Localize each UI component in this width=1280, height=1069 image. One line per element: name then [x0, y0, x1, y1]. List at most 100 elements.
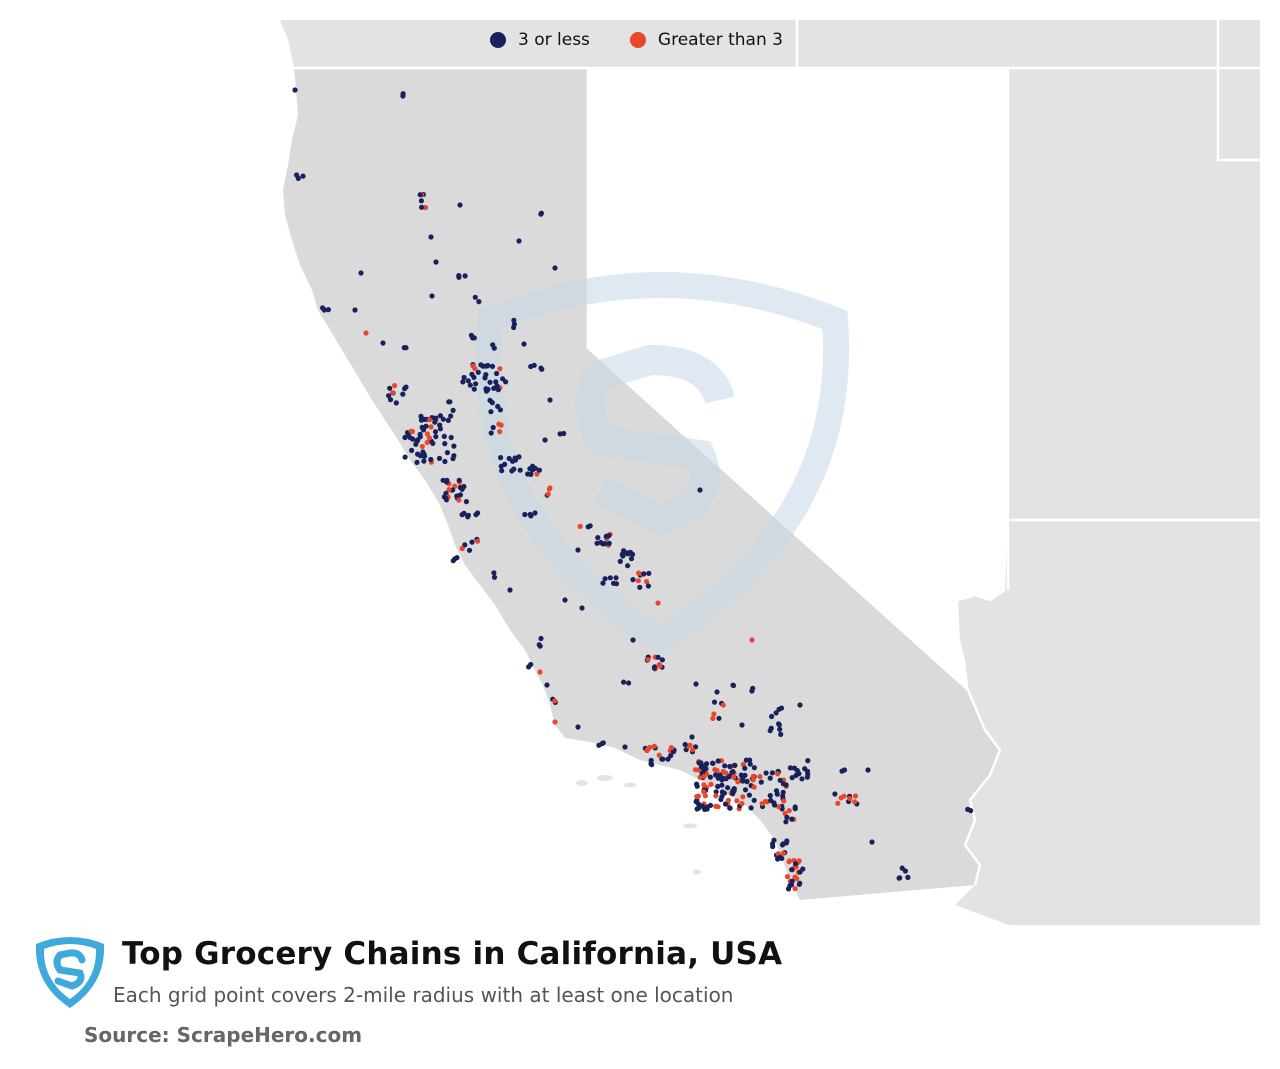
california-shape	[283, 68, 1000, 900]
point-3-or-less	[478, 362, 484, 368]
point-3-or-less	[437, 422, 443, 428]
point-3-or-less	[696, 805, 702, 811]
point-3-or-less	[670, 749, 677, 755]
point-greater-than-3	[701, 789, 707, 795]
point-3-or-less	[789, 878, 795, 884]
point-3-or-less	[462, 542, 468, 548]
point-greater-than-3	[497, 429, 503, 435]
point-3-or-less	[544, 682, 550, 688]
point-3-or-less	[780, 789, 786, 795]
point-3-or-less	[451, 443, 457, 449]
point-3-or-less	[511, 466, 517, 472]
point-3-or-less	[454, 555, 460, 561]
point-3-or-less	[300, 173, 306, 179]
point-greater-than-3	[459, 545, 465, 552]
point-3-or-less	[527, 511, 533, 518]
point-3-or-less	[768, 725, 774, 731]
point-3-or-less	[832, 791, 838, 797]
point-3-or-less	[460, 379, 466, 385]
point-3-or-less	[428, 456, 434, 463]
point-greater-than-3	[786, 808, 792, 814]
point-greater-than-3	[740, 794, 746, 800]
point-greater-than-3	[424, 431, 430, 437]
point-greater-than-3	[656, 662, 662, 668]
point-3-or-less	[459, 486, 465, 492]
point-3-or-less	[617, 558, 623, 565]
point-3-or-less	[628, 556, 635, 562]
location-points	[292, 87, 974, 892]
point-3-or-less	[744, 779, 750, 785]
point-greater-than-3	[739, 800, 745, 807]
point-3-or-less	[732, 762, 738, 769]
point-3-or-less	[613, 575, 619, 581]
point-3-or-less	[780, 781, 787, 787]
point-3-or-less	[721, 790, 728, 796]
point-3-or-less	[402, 454, 408, 460]
point-3-or-less	[719, 782, 725, 788]
page-subtitle: Each grid point covers 2-mile radius wit…	[113, 983, 734, 1007]
point-3-or-less	[448, 413, 454, 419]
point-greater-than-3	[751, 784, 757, 790]
point-greater-than-3	[497, 366, 503, 372]
point-3-or-less	[747, 761, 753, 767]
point-3-or-less	[655, 654, 661, 660]
point-3-or-less	[739, 722, 745, 728]
point-greater-than-3	[552, 698, 558, 704]
point-greater-than-3	[712, 767, 718, 773]
point-3-or-less	[419, 204, 425, 210]
point-3-or-less	[494, 383, 500, 389]
point-3-or-less	[510, 324, 517, 331]
point-3-or-less	[730, 769, 736, 775]
point-3-or-less	[767, 793, 773, 799]
point-3-or-less	[694, 797, 700, 804]
point-greater-than-3	[786, 858, 793, 864]
point-3-or-less	[797, 702, 803, 708]
source-credit: Source: ScrapeHero.com	[84, 1023, 363, 1047]
point-3-or-less	[758, 779, 764, 785]
point-3-or-less	[522, 511, 528, 518]
page-title: Top Grocery Chains in California, USA	[122, 936, 783, 972]
point-greater-than-3	[782, 810, 788, 817]
point-3-or-less	[495, 403, 501, 409]
point-3-or-less	[466, 547, 473, 553]
point-3-or-less	[423, 423, 429, 429]
neighbor-states	[280, 20, 1260, 925]
point-3-or-less	[630, 637, 636, 643]
point-3-or-less	[575, 724, 581, 730]
point-3-or-less	[793, 772, 799, 779]
point-3-or-less	[780, 841, 786, 847]
point-greater-than-3	[645, 746, 651, 752]
legend-dot-low	[490, 32, 506, 48]
point-3-or-less	[772, 802, 778, 808]
point-3-or-less	[457, 202, 463, 208]
point-greater-than-3	[496, 421, 502, 427]
point-3-or-less	[750, 685, 756, 692]
point-3-or-less	[730, 682, 737, 689]
point-3-or-less	[444, 478, 450, 484]
point-3-or-less	[665, 756, 671, 762]
point-3-or-less	[482, 375, 488, 381]
point-3-or-less	[769, 770, 776, 776]
point-3-or-less	[409, 447, 415, 453]
point-3-or-less	[776, 706, 782, 712]
point-3-or-less	[587, 523, 593, 529]
point-3-or-less	[489, 400, 495, 406]
point-3-or-less	[575, 547, 581, 553]
point-3-or-less	[613, 581, 620, 587]
point-3-or-less	[358, 270, 364, 276]
point-3-or-less	[491, 345, 497, 351]
point-3-or-less	[625, 563, 631, 569]
point-3-or-less	[325, 307, 331, 313]
point-3-or-less	[538, 211, 544, 217]
point-3-or-less	[538, 635, 544, 642]
point-3-or-less	[784, 814, 790, 821]
point-3-or-less	[468, 332, 474, 338]
point-3-or-less	[429, 293, 435, 299]
point-3-or-less	[456, 477, 462, 483]
point-3-or-less	[493, 379, 499, 385]
point-3-or-less	[490, 424, 496, 431]
point-greater-than-3	[668, 745, 675, 751]
point-3-or-less	[722, 801, 729, 807]
point-3-or-less	[538, 365, 544, 371]
legend-item-low: 3 or less	[490, 30, 590, 50]
